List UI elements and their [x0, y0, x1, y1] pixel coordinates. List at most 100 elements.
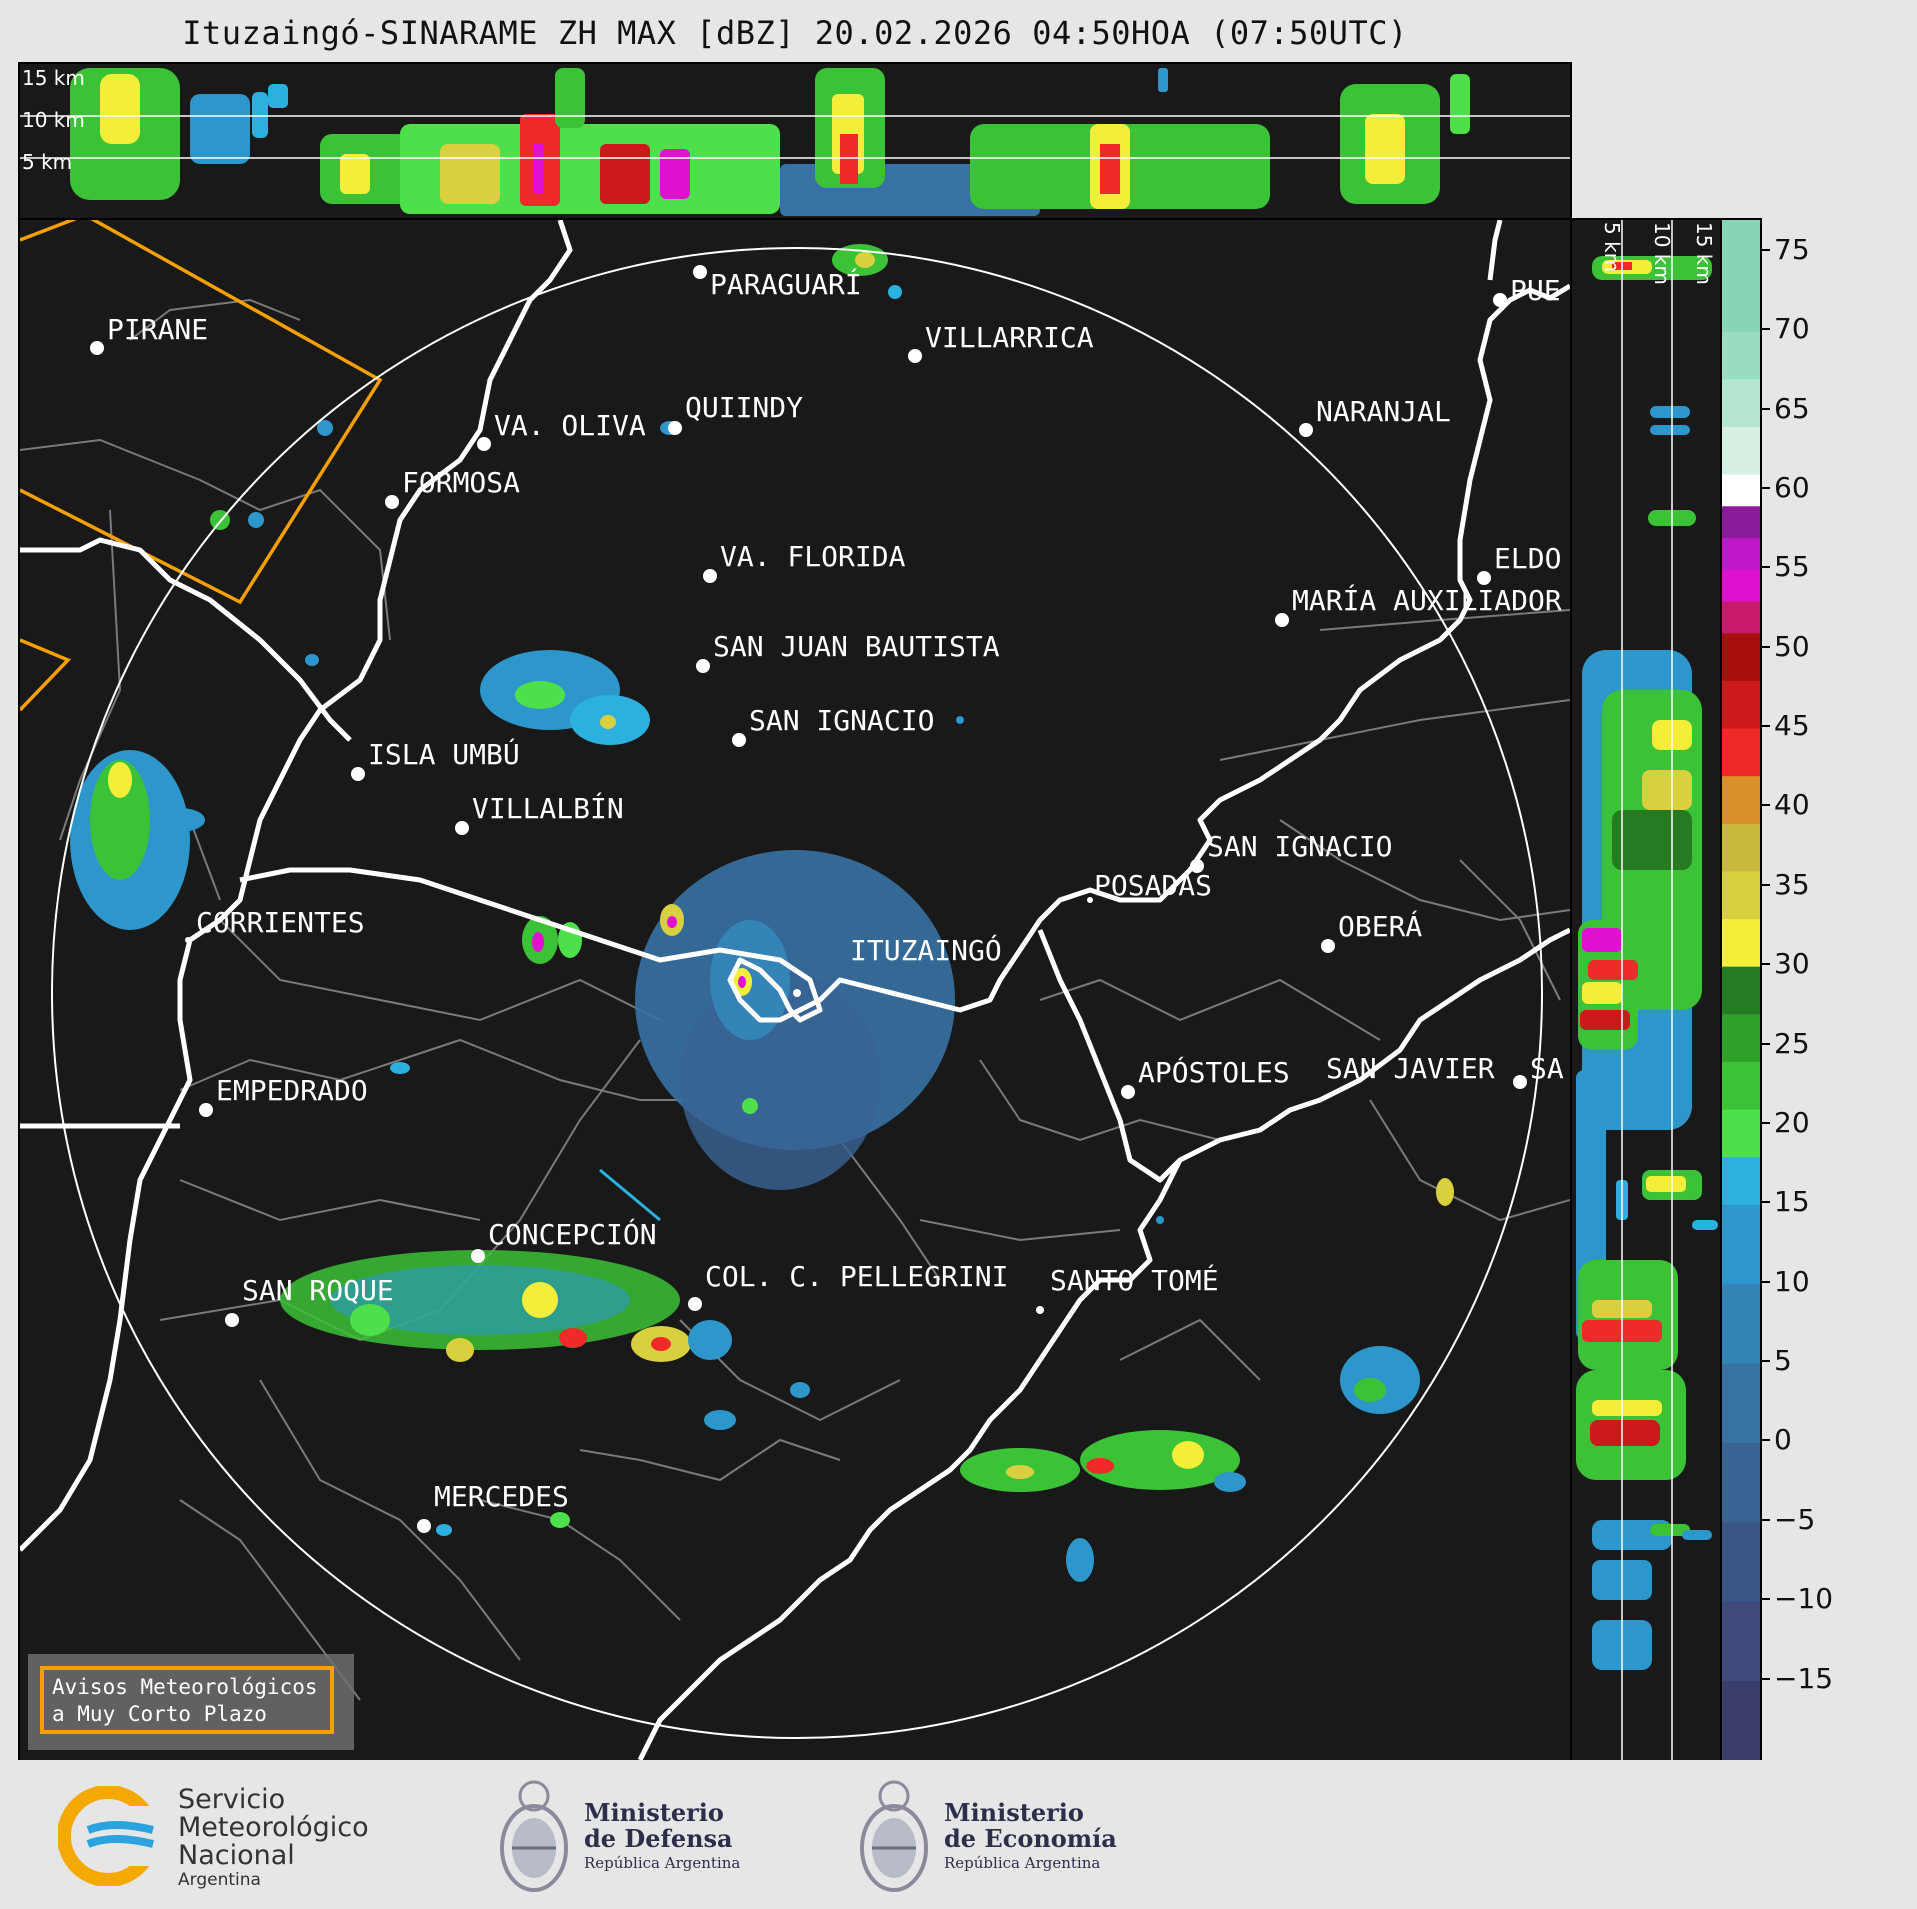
city-label-formosa: FORMOSA [402, 466, 520, 499]
city-san-juan-bautista: SAN JUAN BAUTISTA [696, 630, 1000, 673]
colorbar-segment [1722, 823, 1760, 872]
city-markers: PARAGUARÍ VILLARRICA PIRANE QUIINDY VA. … [90, 265, 1564, 1533]
top-echo-cells [70, 68, 1470, 216]
colorbar-segment [1722, 1109, 1760, 1158]
colorbar-segment [1722, 1204, 1760, 1285]
city-san-roque: SAN ROQUE [225, 1274, 394, 1327]
altitude-label-10km: 10 km [22, 108, 85, 132]
city-label-san-ignacio-py: SAN IGNACIO [749, 704, 934, 737]
colorbar-tick-label: −10 [1774, 1582, 1834, 1616]
colorbar-segment [1722, 537, 1760, 570]
warning-polygons [20, 220, 383, 712]
city-villalbin: VILLALBÍN [455, 791, 624, 835]
colorbar-segment [1722, 1680, 1760, 1760]
city-label-santo-tome: SANTO TOMÉ [1050, 1263, 1219, 1297]
colorbar-tick [1760, 1121, 1770, 1124]
city-label-sa: SA [1530, 1052, 1564, 1085]
colorbar-tick-label: 45 [1774, 709, 1810, 743]
city-label-san-ignacio-ar: SAN IGNACIO [1207, 830, 1392, 863]
altitude-label-15km: 15 km [22, 66, 85, 90]
colorbar-segment [1722, 1061, 1760, 1110]
city-quiindy: QUIINDY [668, 391, 803, 435]
colorbar-segment [1722, 728, 1760, 777]
city-va-oliva: VA. OLIVA [477, 409, 646, 451]
city-label-ituzaingo: ITUZAINGÓ [850, 933, 1002, 967]
colorbar-segment [1722, 601, 1760, 634]
colorbar-segment [1722, 1283, 1760, 1364]
city-label-va-florida: VA. FLORIDA [720, 540, 906, 573]
city-paraguari: PARAGUARÍ [693, 265, 862, 301]
altitude-label-15km-v: 15 km [1692, 222, 1716, 285]
footer: Servicio Meteorológico Nacional Argentin… [0, 1760, 1917, 1909]
city-label-villarrica: VILLARRICA [925, 321, 1094, 354]
colorbar-tick-label: 60 [1774, 470, 1810, 504]
city-label-naranjal: NARANJAL [1316, 395, 1451, 428]
city-col-c-pellegrini: COL. C. PELLEGRINI [688, 1260, 1008, 1311]
colorbar-tick [1760, 1439, 1770, 1442]
city-label-corrientes: CORRIENTES [196, 906, 365, 939]
defensa-text: Ministerio de Defensa [584, 1798, 733, 1853]
city-label-eldo: ELDO [1494, 542, 1561, 575]
city-santo-tome: SANTO TOMÉ [1036, 1263, 1219, 1314]
altitude-label-5km-v: 5 km [1600, 222, 1624, 273]
city-label-va-oliva: VA. OLIVA [494, 409, 646, 442]
colorbar-tick-label: 70 [1774, 312, 1810, 346]
colorbar-segment [1722, 1013, 1760, 1062]
colorbar-segment [1722, 775, 1760, 824]
city-san-ignacio-ar: SAN IGNACIO [1190, 830, 1392, 873]
side-echo-cells [1576, 256, 1718, 1670]
colorbar-tick [1760, 963, 1770, 966]
city-label-quiindy: QUIINDY [685, 391, 803, 424]
top-cross-section-panel: 15 km 10 km 5 km [18, 62, 1572, 220]
colorbar-tick [1760, 1201, 1770, 1204]
colorbar-tick-label: 15 [1774, 1185, 1810, 1219]
city-label-villalbin: VILLALBÍN [472, 791, 624, 825]
colorbar-tick-label: 65 [1774, 391, 1810, 425]
colorbar-segment [1722, 426, 1760, 475]
colorbar-segment [1722, 918, 1760, 967]
colorbar-tick [1760, 407, 1770, 410]
city-san-javier: SAN JAVIER [1326, 1052, 1495, 1085]
city-label-empedrado: EMPEDRADO [216, 1074, 368, 1107]
warning-box: Avisos Meteorológicos a Muy Corto Plazo [28, 1654, 354, 1750]
radar-map: PARAGUARÍ VILLARRICA PIRANE QUIINDY VA. … [20, 220, 1570, 1760]
city-label-concepcion: CONCEPCIÓN [488, 1217, 657, 1251]
colorbar-tick [1760, 883, 1770, 886]
colorbar-tick [1760, 566, 1770, 569]
economia-coat-of-arms [860, 1780, 928, 1892]
colorbar-tick [1760, 248, 1770, 251]
colorbar-segment [1722, 966, 1760, 1015]
colorbar-tick-label: 0 [1774, 1423, 1792, 1457]
colorbar-tick-label: 50 [1774, 629, 1810, 663]
side-cross-section-echoes [1576, 220, 1718, 1760]
city-concepcion: CONCEPCIÓN [471, 1217, 657, 1263]
colorbar-tick-label: 55 [1774, 550, 1810, 584]
colorbar-tick-label: 40 [1774, 788, 1810, 822]
city-apostoles: APÓSTOLES [1121, 1055, 1290, 1099]
colorbar-tick [1760, 725, 1770, 728]
colorbar-segment [1722, 1521, 1760, 1602]
colorbar-segment [1722, 1601, 1760, 1682]
city-label-posadas: POSADAS [1094, 869, 1212, 902]
colorbar-segment [1722, 220, 1760, 332]
colorbar-segment [1722, 632, 1760, 681]
colorbar-tick [1760, 1677, 1770, 1680]
top-cross-section-echoes [20, 68, 1570, 216]
figure-title: Ituzaingó-SINARAME ZH MAX [dBZ] 20.02.20… [182, 14, 1408, 52]
colorbar-segment [1722, 331, 1760, 380]
city-label-isla-umbu: ISLA UMBÚ [368, 737, 520, 771]
city-eldo: ELDO [1477, 542, 1561, 585]
colorbar-tick-label: −5 [1774, 1502, 1816, 1536]
colorbar-segment [1722, 569, 1760, 602]
colorbar-tick-label: 35 [1774, 867, 1810, 901]
colorbar-tick [1760, 1360, 1770, 1363]
rivers [20, 220, 1570, 1760]
city-san-ignacio-py: SAN IGNACIO [732, 704, 934, 747]
colorbar-tick-label: −15 [1774, 1661, 1834, 1695]
colorbar-segment [1722, 474, 1760, 507]
warning-box-frame: Avisos Meteorológicos a Muy Corto Plazo [40, 1666, 334, 1734]
city-formosa: FORMOSA [385, 466, 520, 509]
colorbar-tick-label: 75 [1774, 232, 1810, 266]
city-ituzaingo: ITUZAINGÓ [850, 933, 1002, 967]
colorbar-tick [1760, 1280, 1770, 1283]
